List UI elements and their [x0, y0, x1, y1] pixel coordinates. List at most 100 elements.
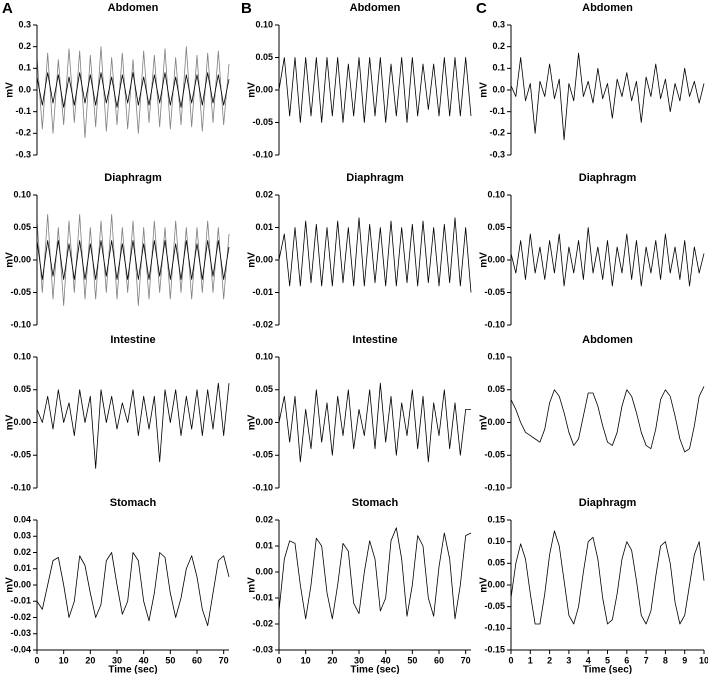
y-tick-label: -0.2	[15, 128, 31, 138]
y-tick-label: 0.2	[492, 41, 505, 51]
y-tick-label: -0.05	[484, 450, 505, 460]
y-axis-label: mV	[479, 414, 490, 430]
x-tick-label: 2	[547, 655, 552, 665]
x-axis-label: Time (sec)	[583, 665, 632, 674]
x-tick-label: 7	[644, 655, 649, 665]
x-tick-label: 10	[59, 655, 69, 665]
trace	[510, 386, 705, 453]
chart-title: Diaphragm	[104, 172, 162, 184]
y-tick-label: 0.05	[487, 222, 505, 232]
panel-label: C	[476, 0, 487, 17]
x-tick-label: 50	[165, 655, 175, 665]
y-tick-label: 0.0	[492, 84, 505, 94]
y-tick-label: -0.15	[484, 644, 505, 654]
y-axis-label: mV	[5, 252, 16, 268]
trace	[36, 382, 230, 469]
x-tick-label: 20	[327, 655, 337, 665]
x-tick-label: 30	[112, 655, 122, 665]
y-tick-label: 0.3	[18, 19, 31, 29]
y-tick-label: 0.00	[255, 566, 273, 576]
x-tick-label: 4	[586, 655, 591, 665]
y-axis-label: mV	[247, 82, 258, 98]
y-tick-label: -0.04	[10, 644, 31, 654]
chart-title: Diaphragm	[579, 497, 637, 509]
y-axis-label: mV	[479, 577, 490, 593]
y-tick-label: -0.03	[10, 628, 31, 638]
x-tick-label: 10	[699, 655, 708, 665]
y-tick-label: -0.03	[252, 644, 273, 654]
y-tick-label: 0.0	[18, 84, 31, 94]
y-tick-label: -0.10	[10, 319, 31, 329]
trace	[278, 527, 472, 620]
y-tick-label: -0.02	[252, 618, 273, 628]
y-tick-label: 0.00	[13, 254, 31, 264]
y-tick-label: -0.01	[10, 596, 31, 606]
x-tick-label: 0	[508, 655, 513, 665]
chart-title: Abdomen	[582, 334, 633, 346]
x-tick-label: 1	[528, 655, 533, 665]
y-tick-label: 0.02	[13, 547, 31, 557]
x-tick-label: 0	[276, 655, 281, 665]
x-tick-label: 0	[34, 655, 39, 665]
trace	[278, 382, 471, 463]
y-tick-label: 0.05	[487, 384, 505, 394]
y-tick-label: 0.05	[13, 222, 31, 232]
x-tick-label: 40	[381, 655, 391, 665]
y-tick-label: -0.01	[252, 592, 273, 602]
trace	[36, 46, 230, 139]
y-tick-label: 0.10	[487, 536, 505, 546]
y-tick-label: 0.10	[255, 19, 273, 29]
y-tick-label: 0.1	[18, 63, 31, 73]
chart-title: Diaphragm	[346, 172, 404, 184]
x-tick-label: 6	[624, 655, 629, 665]
y-tick-label: -0.02	[10, 612, 31, 622]
y-tick-label: -0.02	[252, 319, 273, 329]
y-axis-label: mV	[479, 82, 490, 98]
y-tick-label: -0.10	[484, 482, 505, 492]
chart-title: Stomach	[110, 497, 157, 509]
chart-title: Intestine	[352, 334, 397, 346]
y-tick-label: 0.15	[487, 514, 505, 524]
y-tick-label: 0.01	[255, 540, 273, 550]
y-tick-label: -0.1	[15, 106, 31, 116]
x-tick-label: 3	[566, 655, 571, 665]
y-tick-label: -0.3	[489, 149, 505, 159]
y-tick-label: -0.05	[484, 601, 505, 611]
y-tick-label: 0.05	[255, 384, 273, 394]
y-tick-label: -0.10	[484, 319, 505, 329]
x-tick-label: 10	[301, 655, 311, 665]
x-tick-label: 50	[407, 655, 417, 665]
y-axis-label: mV	[479, 252, 490, 268]
y-tick-label: -0.2	[489, 128, 505, 138]
y-tick-label: 0.10	[13, 351, 31, 361]
y-tick-label: -0.01	[252, 287, 273, 297]
trace	[510, 52, 705, 141]
trace	[36, 72, 230, 108]
x-tick-label: 5	[605, 655, 610, 665]
trace	[278, 57, 472, 123]
trace	[36, 240, 230, 280]
trace	[36, 552, 230, 627]
y-tick-label: -0.05	[252, 117, 273, 127]
y-tick-label: -0.05	[484, 287, 505, 297]
chart-title: Abdomen	[350, 2, 401, 14]
y-tick-label: 0.10	[487, 351, 505, 361]
x-tick-label: 8	[663, 655, 668, 665]
y-tick-label: 0.00	[255, 417, 273, 427]
x-tick-label: 40	[139, 655, 149, 665]
y-tick-label: 0.00	[487, 579, 505, 589]
chart-title: Stomach	[352, 497, 399, 509]
chart-title: Diaphragm	[579, 172, 637, 184]
y-tick-label: -0.05	[10, 287, 31, 297]
y-tick-label: 0.00	[487, 254, 505, 264]
panel-label: B	[241, 0, 252, 17]
y-tick-label: 0.00	[255, 254, 273, 264]
y-tick-label: -0.1	[489, 106, 505, 116]
y-tick-label: 0.04	[13, 514, 31, 524]
y-tick-label: 0.10	[487, 189, 505, 199]
y-tick-label: 0.00	[255, 84, 273, 94]
x-tick-label: 60	[434, 655, 444, 665]
trace	[510, 227, 705, 287]
y-tick-label: 0.02	[255, 514, 273, 524]
